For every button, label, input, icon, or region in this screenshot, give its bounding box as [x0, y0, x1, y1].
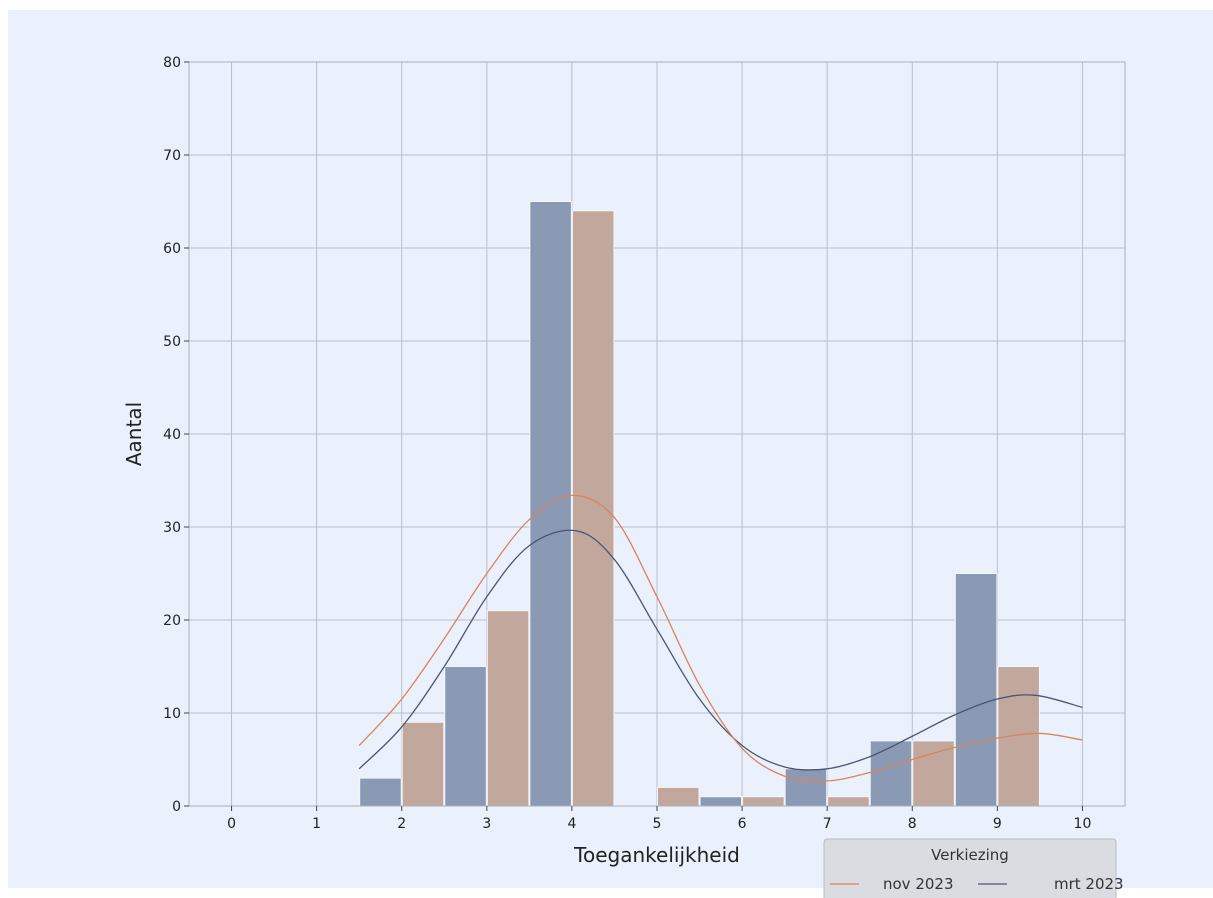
histogram-chart: 0 1 2 3 4 5 6 7 8 9 10 0 10 20 30 40 50 60 70 80 Toegankel…: [122, 55, 1126, 898]
bar-mrt-2023-5.5: [699, 796, 743, 807]
legend-label-mrt-2023: mrt 2023: [1054, 875, 1124, 893]
bar-nov-2023-6: [742, 796, 785, 807]
kde-curves: [358, 494, 1083, 782]
bar-nov-2023-9: [997, 666, 1040, 807]
x-tick-label-9: 9: [993, 816, 1002, 832]
bar-nov-2023-2: [401, 721, 445, 807]
x-tick-label-8: 8: [908, 816, 917, 832]
y-tick-label-60: 60: [163, 241, 181, 257]
x-tick-label-2: 2: [397, 816, 406, 832]
x-tick-label-4: 4: [567, 816, 576, 832]
x-tick-label-6: 6: [738, 816, 747, 832]
chart-background: 0 1 2 3 4 5 6 7 8 9 10 0 10 20 30 40 50 60 70 80 Toegankel…: [8, 10, 1213, 898]
y-tick-label-30: 30: [163, 520, 181, 536]
legend-box: [823, 838, 1117, 898]
histogram-bars: [359, 201, 1040, 807]
bar-mrt-2023-7.5: [869, 740, 913, 807]
y-tick-label-70: 70: [163, 148, 181, 164]
y-tick-label-80: 80: [163, 55, 181, 71]
kde-curve-mrt-2023: [358, 529, 1083, 771]
legend-title: Verkiezing: [931, 846, 1009, 864]
y-tick-label-20: 20: [163, 613, 181, 629]
y-axis-ticks: 0 10 20 30 40 50 60 70 80: [163, 55, 189, 815]
kde-curve-nov-2023: [358, 494, 1083, 782]
x-axis-ticks: 0 1 2 3 4 5 6 7 8 9 10: [227, 806, 1091, 832]
bar-nov-2023-8: [912, 740, 955, 807]
bar-mrt-2023-6.5: [784, 768, 828, 807]
y-tick-label-40: 40: [163, 427, 181, 443]
bar-mrt-2023-8.5: [954, 573, 998, 807]
bar-mrt-2023-3.5: [529, 201, 572, 807]
legend-label-nov-2023: nov 2023: [883, 875, 954, 893]
bar-nov-2023-5: [657, 786, 700, 807]
bar-mrt-2023-1.5: [359, 777, 402, 807]
x-axis-title: Toegankelijkheid: [573, 843, 740, 867]
y-tick-label-50: 50: [163, 334, 181, 350]
bar-nov-2023-3: [486, 610, 530, 807]
x-tick-label-7: 7: [823, 816, 832, 832]
y-tick-label-0: 0: [172, 799, 181, 815]
bar-nov-2023-7: [827, 796, 870, 807]
y-tick-label-10: 10: [163, 706, 181, 722]
x-tick-label-10: 10: [1074, 816, 1092, 832]
bar-nov-2023-4: [571, 210, 615, 807]
bar-mrt-2023-2.5: [444, 666, 487, 807]
legend: Verkiezing nov 2023 mrt 2023: [823, 838, 1124, 898]
y-axis-title: Aantal: [122, 402, 146, 466]
x-tick-label-3: 3: [482, 816, 491, 832]
x-tick-label-5: 5: [653, 816, 662, 832]
x-tick-label-1: 1: [312, 816, 321, 832]
x-tick-label-0: 0: [227, 816, 236, 832]
